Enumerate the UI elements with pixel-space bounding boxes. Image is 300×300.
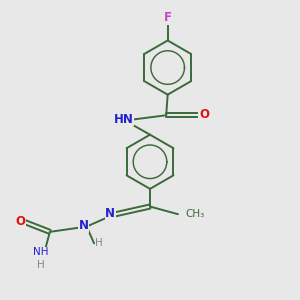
Text: H: H [95,238,103,248]
Text: H: H [37,260,45,270]
Text: N: N [79,219,89,232]
Text: O: O [15,215,26,228]
Text: HN: HN [114,112,134,126]
Text: CH₃: CH₃ [185,209,205,219]
Text: O: O [199,108,209,121]
Text: NH: NH [33,247,49,257]
Text: F: F [164,11,172,24]
Text: N: N [105,207,115,220]
